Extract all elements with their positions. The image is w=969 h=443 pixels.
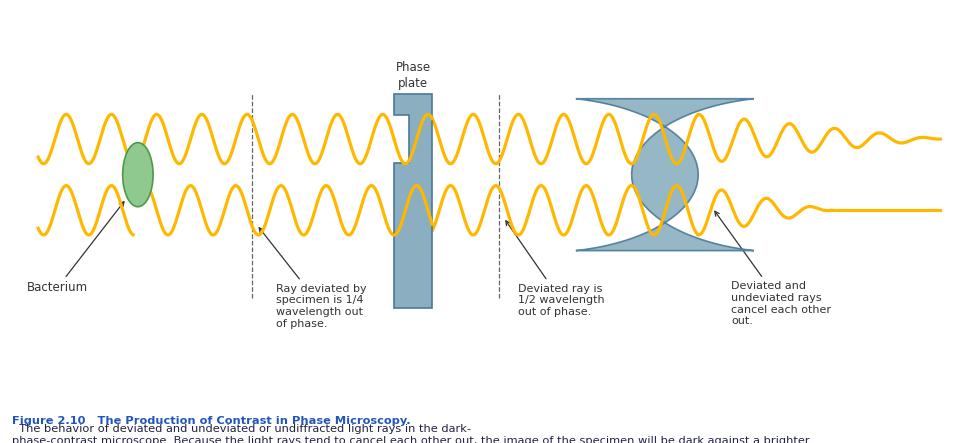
Polygon shape: [394, 94, 432, 307]
Text: Deviated and
undeviated rays
cancel each other
out.: Deviated and undeviated rays cancel each…: [715, 211, 831, 326]
Ellipse shape: [123, 143, 153, 207]
Text: Phase
plate: Phase plate: [395, 61, 431, 90]
Text: The behavior of deviated and undeviated or undiffracted light rays in the dark-
: The behavior of deviated and undeviated …: [12, 424, 809, 443]
Text: Ray deviated by
specimen is 1/4
wavelength out
of phase.: Ray deviated by specimen is 1/4 waveleng…: [259, 228, 366, 329]
Polygon shape: [576, 99, 754, 251]
Text: Deviated ray is
1/2 wavelength
out of phase.: Deviated ray is 1/2 wavelength out of ph…: [506, 221, 605, 317]
Text: Bacterium: Bacterium: [26, 202, 124, 295]
Text: Figure 2.10   The Production of Contrast in Phase Microscopy.: Figure 2.10 The Production of Contrast i…: [12, 416, 410, 426]
